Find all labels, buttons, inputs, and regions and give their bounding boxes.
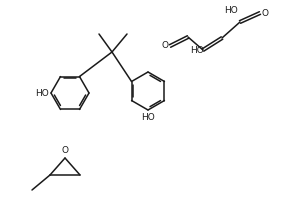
Text: O: O: [162, 41, 169, 50]
Text: O: O: [261, 8, 268, 18]
Text: HO: HO: [190, 46, 204, 55]
Text: O: O: [62, 146, 69, 155]
Text: HO: HO: [35, 88, 49, 98]
Text: HO: HO: [224, 6, 238, 15]
Text: HO: HO: [141, 113, 155, 122]
